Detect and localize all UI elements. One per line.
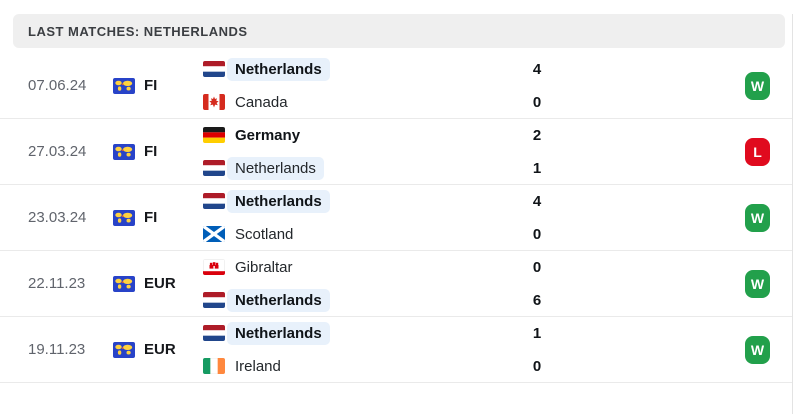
world-map-icon [113,143,135,160]
team-score: 4 [532,192,542,210]
result-badge: L [745,137,770,166]
world-map-icon [113,209,135,226]
result-badge: W [745,335,770,364]
match-row[interactable]: 23.03.24 FI Netherlands 4 Scotland 0 W [0,185,792,251]
team-name: Canada [235,93,288,111]
competition: EUR [113,341,203,358]
team-score: 0 [532,258,542,276]
team-score: 4 [532,60,542,78]
team-line: Germany 2 [203,123,557,148]
match-date: 23.03.24 [28,209,87,226]
team-line: Netherlands 4 [203,189,557,214]
competition-label: EUR [144,275,176,292]
team-line: Netherlands 1 [203,321,557,346]
competition-label: FI [144,209,158,226]
canada-flag-icon [203,94,225,110]
competition-label: FI [144,77,158,94]
netherlands-flag-icon [203,292,225,308]
match-date: 27.03.24 [28,143,87,160]
scotland-flag-icon [203,226,225,242]
team-name: Netherlands [227,189,330,213]
team-name: Germany [235,126,301,144]
match-date: 07.06.24 [28,77,87,94]
teams: Netherlands 4 Canada 0 [203,57,557,115]
team-score: 1 [532,324,542,342]
last-matches-widget: LAST MATCHES: NETHERLANDS 07.06.24 FI Ne… [0,14,793,414]
netherlands-flag-icon [203,61,225,77]
team-line: Canada 0 [203,90,557,115]
teams: Netherlands 1 Ireland 0 [203,321,557,379]
world-map-icon [113,275,135,292]
competition-label: FI [144,143,158,160]
teams: Netherlands 4 Scotland 0 [203,189,557,247]
team-name: Gibraltar [235,258,293,276]
match-date: 19.11.23 [28,341,86,358]
competition: EUR [113,275,203,292]
competition: FI [113,77,203,94]
netherlands-flag-icon [203,193,225,209]
result-badge: W [745,203,770,232]
teams: Germany 2 Netherlands 1 [203,123,557,181]
competition-label: EUR [144,341,176,358]
match-list: 07.06.24 FI Netherlands 4 Canada 0 W [0,53,792,383]
netherlands-flag-icon [203,160,225,176]
team-line: Netherlands 4 [203,57,557,82]
team-line: Gibraltar 0 [203,255,557,280]
team-name: Netherlands [227,57,330,81]
match-date: 22.11.23 [28,275,86,292]
team-name: Scotland [235,225,294,243]
ireland-flag-icon [203,358,225,374]
match-row[interactable]: 27.03.24 FI Germany 2 Netherlands 1 L [0,119,792,185]
team-score: 2 [532,126,542,144]
netherlands-flag-icon [203,325,225,341]
team-line: Ireland 0 [203,354,557,379]
team-score: 6 [532,291,542,309]
team-score: 1 [532,159,542,177]
result-badge: W [745,269,770,298]
team-line: Scotland 0 [203,222,557,247]
competition: FI [113,209,203,226]
match-row[interactable]: 22.11.23 EUR Gibraltar 0 Netherlands 6 W [0,251,792,317]
team-line: Netherlands 1 [203,156,557,181]
match-row[interactable]: 07.06.24 FI Netherlands 4 Canada 0 W [0,53,792,119]
competition: FI [113,143,203,160]
world-map-icon [113,341,135,358]
gibraltar-flag-icon [203,259,225,275]
team-name: Ireland [235,357,281,375]
teams: Gibraltar 0 Netherlands 6 [203,255,557,313]
widget-title: LAST MATCHES: NETHERLANDS [13,14,785,48]
team-name: Netherlands [227,288,330,312]
team-line: Netherlands 6 [203,288,557,313]
match-row[interactable]: 19.11.23 EUR Netherlands 1 Ireland 0 W [0,317,792,383]
team-score: 0 [532,225,542,243]
team-name: Netherlands [227,156,324,180]
result-badge: W [745,71,770,100]
team-score: 0 [532,93,542,111]
team-name: Netherlands [227,321,330,345]
germany-flag-icon [203,127,225,143]
team-score: 0 [532,357,542,375]
world-map-icon [113,77,135,94]
